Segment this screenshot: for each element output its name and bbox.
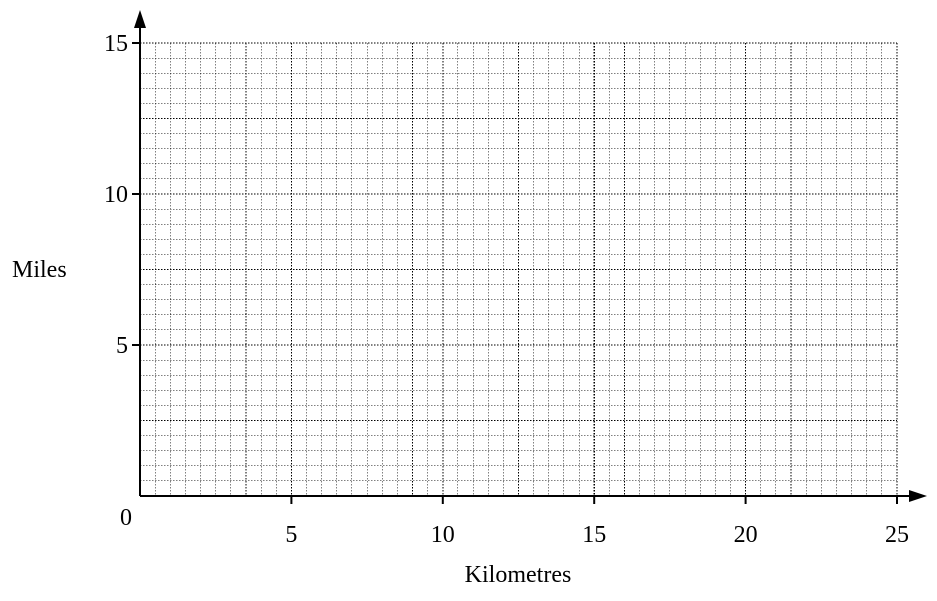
y-axis-title: Miles (12, 257, 67, 283)
x-tick-label: 10 (431, 522, 455, 548)
ticks: 5 10 15 20 25 5 10 15 (104, 31, 909, 548)
origin-label: 0 (120, 505, 132, 531)
x-axis-arrowhead (909, 490, 927, 502)
x-tick-label: 15 (582, 522, 606, 548)
x-tick-label: 25 (885, 522, 909, 548)
y-tick-label: 15 (104, 31, 128, 57)
x-tick-label: 5 (285, 522, 297, 548)
axes (134, 10, 927, 502)
y-tick-label: 5 (116, 333, 128, 359)
x-tick-label: 20 (734, 522, 758, 548)
x-axis-title: Kilometres (465, 562, 572, 588)
y-tick-label: 10 (104, 182, 128, 208)
grid (140, 42, 898, 496)
y-axis-arrowhead (134, 10, 146, 28)
